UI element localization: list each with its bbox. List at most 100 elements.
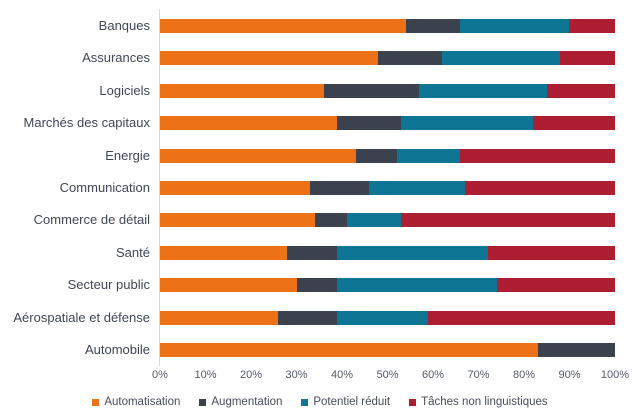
x-tick-label: 10% (194, 369, 217, 381)
bar-segment-t-ches-non-linguistiques (496, 278, 615, 293)
bar-segment-augmentation (310, 181, 370, 195)
bar-segment-augmentation (537, 343, 615, 357)
bar-segment-automatisation (160, 19, 406, 33)
legend-label: Tâches non linguistiques (421, 396, 548, 408)
legend-item: Potentiel réduit (301, 396, 390, 408)
bar-track (160, 51, 615, 66)
chart-row: Logiciels (0, 82, 640, 98)
chart-row: Banques (0, 19, 640, 33)
legend-item: Tâches non linguistiques (409, 396, 548, 408)
bar-segment-automatisation (160, 116, 338, 131)
bar-track (160, 213, 615, 228)
legend-marker-icon (199, 398, 207, 406)
chart-row: Aérospatiale et défense (0, 309, 640, 325)
bar-track (160, 278, 615, 293)
bar-segment-augmentation (287, 245, 338, 260)
chart-row: Marchés des capitaux (0, 115, 640, 131)
chart-row: Santé (0, 244, 640, 260)
bar-segment-t-ches-non-linguistiques (546, 83, 615, 98)
bar-segment-augmentation (314, 213, 347, 228)
category-label: Automobile (84, 342, 150, 357)
bar-segment-automatisation (160, 343, 538, 357)
legend: Automatisation Augmentation Potentiel rédu… (0, 394, 640, 410)
bar-segment-automatisation (160, 51, 379, 66)
chart-row: Assurances (0, 50, 640, 66)
bar-segment-automatisation (160, 83, 324, 98)
bar-segment-augmentation (405, 19, 461, 33)
bar-segment-automatisation (160, 245, 288, 260)
bar-segment-augmentation (378, 51, 443, 66)
category-label: Aérospatiale et défense (13, 309, 150, 325)
bar-segment-automatisation (160, 310, 279, 325)
category-label: Commerce de détail (33, 212, 150, 228)
bar-track (160, 116, 615, 131)
x-tick-label: 70% (467, 369, 490, 381)
category-label: Secteur public (67, 277, 150, 293)
bar-track (160, 343, 615, 357)
bar-segment-t-ches-non-linguistiques (460, 148, 615, 163)
x-tick-label: 30% (285, 369, 308, 381)
x-tick-label: 50% (376, 369, 399, 381)
bar-segment-automatisation (160, 278, 297, 293)
bar-segment-t-ches-non-linguistiques (569, 19, 615, 33)
category-label: Logiciels (99, 82, 150, 98)
bar-segment-potentiel-r-duit (337, 245, 488, 260)
bar-track (160, 310, 615, 325)
bar-segment-t-ches-non-linguistiques (533, 116, 615, 131)
bar-segment-potentiel-r-duit (337, 310, 429, 325)
x-tick-label: 100% (600, 369, 630, 381)
bar-track (160, 245, 615, 260)
x-tick-label: 20% (239, 369, 263, 381)
bar-segment-augmentation (296, 278, 338, 293)
chart-row: Commerce de détail (0, 212, 640, 228)
bar-track (160, 181, 615, 195)
x-tick-label: 60% (421, 369, 445, 381)
chart-row: Secteur public (0, 277, 640, 293)
x-axis: 0% 10% 20% 30% 40% 50% 60% 70% 80% 90% 100% (152, 369, 629, 383)
legend-item: Augmentation (199, 396, 282, 408)
chart-row: Communication (0, 181, 640, 195)
legend-label: Automatisation (104, 396, 181, 408)
bar-segment-t-ches-non-linguistiques (428, 310, 615, 325)
bar-segment-automatisation (160, 181, 311, 195)
bar-segment-potentiel-r-duit (460, 19, 570, 33)
legend-item: Automatisation (92, 396, 180, 408)
bar-segment-automatisation (160, 148, 356, 163)
bar-segment-potentiel-r-duit (396, 148, 461, 163)
legend-marker-icon (409, 398, 417, 406)
x-tick-label: 90% (558, 369, 581, 381)
bar-segment-t-ches-non-linguistiques (401, 213, 615, 228)
bar-track (160, 19, 615, 33)
chart-row: Automobile (0, 343, 640, 357)
legend-marker-icon (92, 398, 100, 406)
bar-segment-t-ches-non-linguistiques (464, 181, 615, 195)
y-axis-line (159, 9, 160, 366)
bar-segment-augmentation (323, 83, 420, 98)
x-tick-label: 40% (330, 369, 354, 381)
legend-label: Potentiel réduit (313, 396, 391, 408)
bar-segment-potentiel-r-duit (442, 51, 561, 66)
category-label: Energie (105, 147, 150, 163)
bar-segment-automatisation (160, 213, 315, 228)
bar-segment-potentiel-r-duit (346, 213, 402, 228)
legend-label: Augmentation (211, 396, 283, 408)
bar-track (160, 83, 615, 98)
x-tick-label: 80% (512, 369, 536, 381)
bar-segment-augmentation (355, 148, 397, 163)
bar-segment-potentiel-r-duit (419, 83, 547, 98)
legend-marker-icon (301, 398, 309, 406)
category-label: Banques (98, 18, 150, 33)
bar-segment-augmentation (337, 116, 402, 131)
chart-row: Energie (0, 147, 640, 163)
category-label: Assurances (82, 50, 150, 66)
category-label: Marchés des capitaux (23, 115, 150, 131)
bar-segment-t-ches-non-linguistiques (487, 245, 615, 260)
bar-segment-potentiel-r-duit (401, 116, 534, 131)
x-tick-label: 0% (152, 369, 168, 381)
category-label: Santé (116, 244, 150, 260)
category-label: Communication (59, 180, 150, 195)
bar-segment-augmentation (278, 310, 338, 325)
bar-segment-potentiel-r-duit (369, 181, 465, 195)
bar-segment-t-ches-non-linguistiques (560, 51, 615, 66)
